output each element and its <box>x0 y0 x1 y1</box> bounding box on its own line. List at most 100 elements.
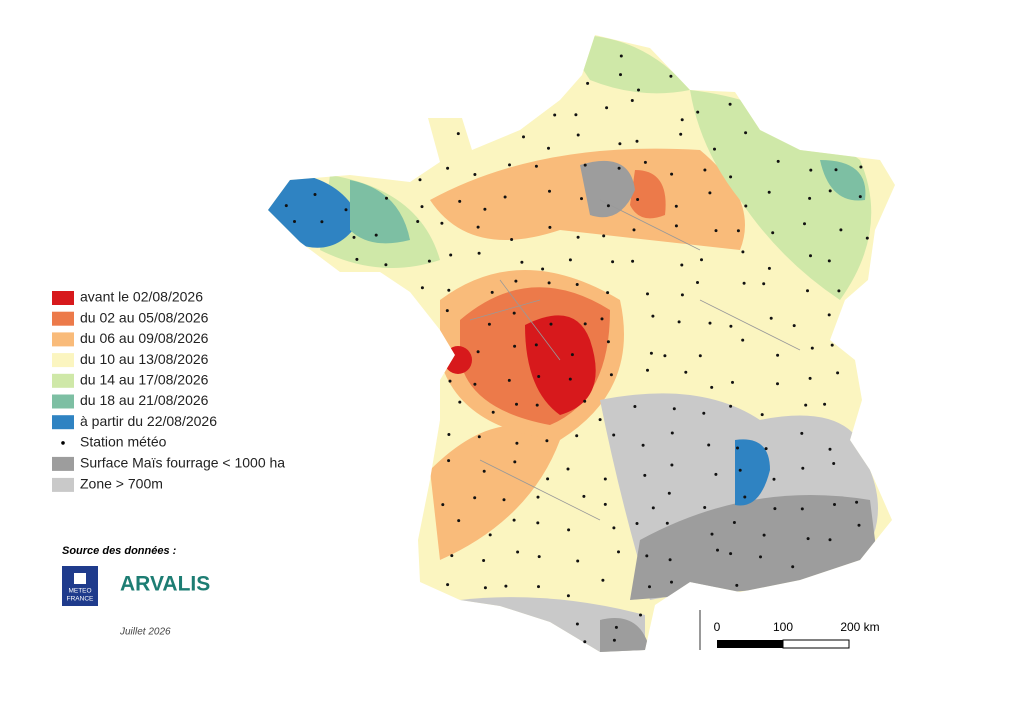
station-dot <box>482 469 486 473</box>
station-dot <box>637 88 640 92</box>
legend-label: du 10 au 13/08/2026 <box>80 351 209 367</box>
station-dot <box>714 472 718 476</box>
station-dot <box>520 260 524 264</box>
station-dot <box>680 293 684 297</box>
station-dot <box>767 266 771 270</box>
station-dot <box>635 139 639 143</box>
station-dot <box>568 377 572 381</box>
station-dot <box>823 402 827 406</box>
station-dot <box>566 594 570 598</box>
station-dot <box>508 163 511 167</box>
station-dot <box>618 142 622 146</box>
station-dot <box>649 351 653 355</box>
station-dot <box>804 403 808 407</box>
station-dot <box>445 309 449 313</box>
station-dot <box>580 197 583 201</box>
station-dot <box>776 382 779 386</box>
station-dot <box>601 578 605 582</box>
france-map <box>268 35 895 652</box>
scale-segment <box>717 640 783 648</box>
station-dot <box>857 523 861 527</box>
station-dot <box>828 538 832 542</box>
station-dot <box>606 204 610 208</box>
station-dot <box>534 164 538 168</box>
legend-label: du 02 au 05/08/2026 <box>80 309 209 325</box>
station-dot <box>827 259 831 263</box>
station-dot <box>583 163 587 167</box>
legend-swatch <box>52 291 74 305</box>
station-dot <box>548 225 552 229</box>
legend-label: Zone > 700m <box>80 476 163 492</box>
station-dot <box>449 253 453 257</box>
station-dot <box>632 228 636 232</box>
meteo-france-logo <box>62 566 98 606</box>
station-dot <box>513 344 517 348</box>
station-dot <box>535 403 539 407</box>
station-dot <box>636 198 640 201</box>
station-dot <box>832 462 836 465</box>
station-dot <box>836 371 840 375</box>
station-dot <box>801 466 805 470</box>
station-dot <box>483 207 487 211</box>
station-dot <box>767 190 771 194</box>
station-dot <box>600 317 604 321</box>
station-dot <box>619 54 623 58</box>
station-dot <box>614 625 618 629</box>
station-dot <box>741 250 745 254</box>
station-dot <box>738 468 742 472</box>
station-dot <box>612 638 616 642</box>
station-dot <box>677 320 681 324</box>
station-dot <box>504 584 508 588</box>
station-dot <box>742 281 746 285</box>
legend-swatch <box>52 394 74 409</box>
station-dot <box>728 102 732 106</box>
station-dot <box>858 195 862 199</box>
station-dot <box>568 258 572 262</box>
legend-label: avant le 02/08/2026 <box>80 289 203 305</box>
station-dot <box>476 350 480 354</box>
station-dot <box>583 399 587 403</box>
scale-label: 200 km <box>840 620 879 634</box>
station-dot <box>631 259 635 263</box>
station-dot <box>744 131 748 135</box>
station-dot <box>619 73 622 77</box>
station-dot <box>583 322 587 326</box>
legend-label: du 18 au 21/08/2026 <box>80 392 209 408</box>
station-dot <box>447 459 451 463</box>
station-dot <box>546 477 550 481</box>
station-dot <box>762 533 766 537</box>
legend-label: du 14 au 17/08/2026 <box>80 372 209 388</box>
station-dot <box>648 585 651 589</box>
station-dot <box>586 81 590 85</box>
legend-swatch <box>52 373 74 388</box>
station-dot <box>537 375 541 378</box>
station-dot <box>536 495 540 499</box>
station-dot <box>828 447 832 451</box>
station-dot <box>714 229 718 233</box>
station-dot <box>476 225 480 229</box>
station-dot <box>418 178 422 182</box>
station-dot <box>456 132 460 136</box>
station-dot <box>502 498 506 502</box>
station-dot <box>603 502 607 506</box>
legend-label: Surface Maïs fourrage < 1000 ha <box>80 455 285 471</box>
station-dot <box>731 380 734 384</box>
station-dot <box>512 311 516 315</box>
station-dot <box>541 267 545 271</box>
station-dot <box>427 259 431 263</box>
station-dot <box>612 526 616 530</box>
station-dot <box>473 173 477 176</box>
station-dot <box>776 353 780 357</box>
station-dot <box>507 378 511 382</box>
scale-label: 0 <box>714 620 721 634</box>
station-dot <box>735 583 739 587</box>
station-dot <box>477 251 481 255</box>
station-dot <box>703 168 707 172</box>
station-dot <box>839 228 843 232</box>
station-dot <box>769 316 773 320</box>
station-dot <box>708 191 712 195</box>
station-dot <box>651 314 655 318</box>
station-dot <box>574 113 578 117</box>
station-dot <box>512 518 516 522</box>
